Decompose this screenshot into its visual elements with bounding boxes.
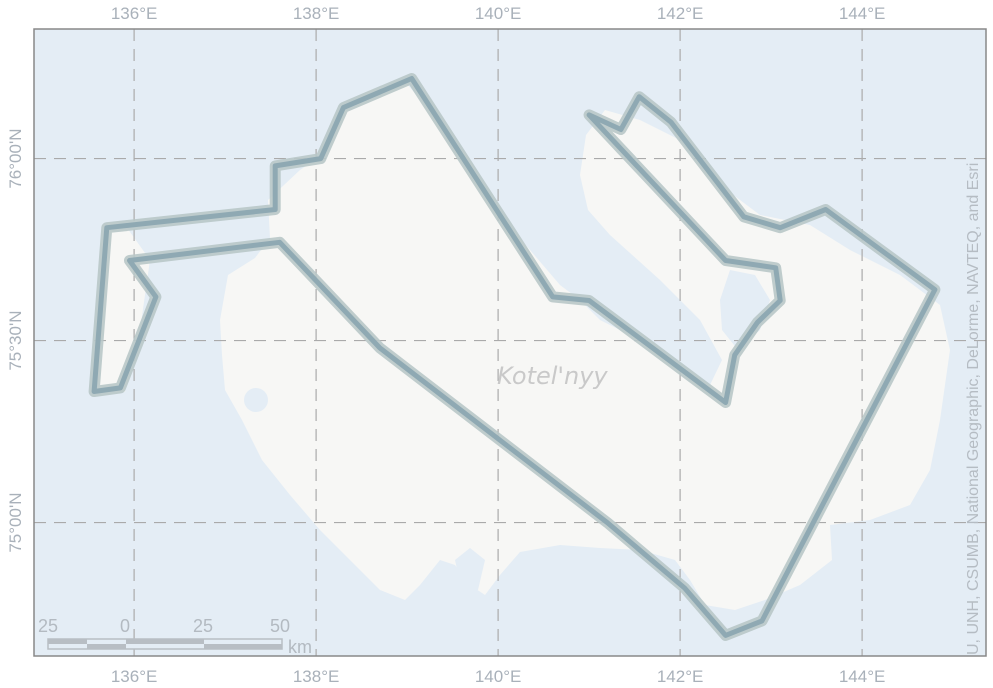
map-frame xyxy=(33,28,987,657)
lon-tick-label: 138°E xyxy=(293,667,340,686)
scale-bar-segment xyxy=(48,639,87,644)
lon-tick-label: 136°E xyxy=(111,667,158,686)
scale-bar-segment xyxy=(204,644,282,649)
lon-tick-label: 138°E xyxy=(293,4,340,23)
scale-label: 25 xyxy=(38,616,58,636)
lon-tick-label: 140°E xyxy=(475,667,522,686)
lon-tick-label: 142°E xyxy=(657,4,704,23)
scale-label: 0 xyxy=(120,616,130,636)
scale-label: 50 xyxy=(270,616,290,636)
scale-unit-label: km xyxy=(288,637,312,657)
scale-bar: 25 0 25 50 km xyxy=(38,616,312,657)
lon-tick-label: 142°E xyxy=(657,667,704,686)
lon-tick-label: 136°E xyxy=(111,4,158,23)
lon-tick-label: 140°E xyxy=(475,4,522,23)
lon-tick-label: 144°E xyxy=(839,4,886,23)
island-landmass-southeast xyxy=(705,390,835,505)
place-label-kotelnyy: Kotel'nyy xyxy=(497,362,608,390)
scale-bar-segment xyxy=(87,644,126,649)
lat-tick-label: 76°00'N xyxy=(6,129,25,189)
scale-label: 25 xyxy=(193,616,213,636)
axis-tick-labels: 136°E 136°E 138°E 138°E 140°E 140°E 142°E 142°E… xyxy=(6,4,885,686)
scale-bar-segment xyxy=(126,639,204,644)
track-line[interactable] xyxy=(91,76,938,638)
attribution-text: U, UNH, CSUMB, National Geographic, DeLo… xyxy=(965,163,982,655)
southern-inlet-water xyxy=(455,548,485,592)
lat-tick-label: 75°00'N xyxy=(6,493,25,553)
lat-tick-label: 75°30'N xyxy=(6,311,25,371)
lon-tick-label: 144°E xyxy=(839,667,886,686)
small-lake-water xyxy=(244,388,268,412)
